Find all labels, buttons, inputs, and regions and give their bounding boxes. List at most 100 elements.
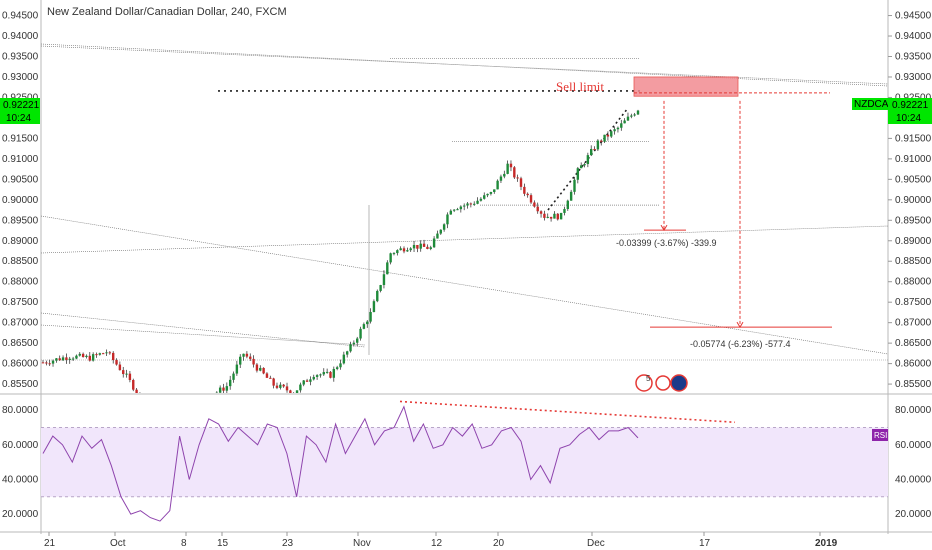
candle-body: [620, 123, 623, 128]
candle-body: [446, 214, 449, 225]
candle-body: [576, 168, 580, 180]
y-tick-label-left: 0.87000: [2, 318, 39, 329]
y-tick-label-right: 0.87000: [895, 318, 932, 329]
candle-body: [432, 238, 436, 248]
candle-body: [412, 244, 416, 249]
candle-body: [176, 403, 178, 404]
y-tick-label-left: 0.86500: [2, 338, 39, 349]
rsi-band: [41, 427, 888, 497]
x-tick-label: 2019: [815, 538, 838, 549]
candle-body: [623, 120, 626, 124]
candle-body: [533, 202, 536, 207]
y-tick-label-left: 0.88000: [2, 277, 39, 288]
candle-body: [409, 248, 412, 251]
candle-body: [626, 116, 630, 121]
candle-body: [389, 253, 392, 263]
candle-body: [376, 290, 379, 302]
candle-body: [128, 373, 132, 381]
x-tick-label: 17: [699, 538, 711, 549]
x-tick-label: Dec: [587, 538, 605, 549]
candle-body: [98, 353, 102, 355]
candle-body: [95, 354, 98, 356]
y-tick-label-right: 0.86500: [895, 338, 932, 349]
candle-body: [85, 355, 88, 358]
candle-body: [122, 370, 125, 375]
candle-body: [583, 164, 586, 166]
event-icon[interactable]: [635, 374, 653, 392]
candle-body: [593, 148, 596, 150]
rsi-tick-right: 60.0000: [895, 440, 932, 451]
candle-body: [426, 246, 429, 249]
sell-limit-label: Sell limit: [556, 79, 604, 94]
candle-body: [242, 353, 245, 357]
candle-body: [212, 396, 214, 399]
candle-body: [259, 367, 262, 371]
candle-body: [169, 405, 171, 409]
candle-body: [486, 193, 489, 196]
y-tick-label-left: 0.91000: [2, 154, 39, 165]
candle-body: [466, 203, 469, 206]
candle-body: [439, 229, 442, 234]
candle-body: [202, 399, 204, 400]
candle-body: [349, 344, 352, 352]
candle-body: [329, 371, 332, 378]
x-tick-label: 23: [282, 538, 294, 549]
sell-limit-zone: [633, 76, 739, 97]
candle-body: [269, 377, 272, 379]
candle-body: [586, 155, 590, 165]
candle-body: [513, 167, 516, 178]
candle-body: [573, 179, 576, 192]
candle-body: [48, 363, 51, 365]
y-tick-label-left: 0.87500: [2, 297, 39, 308]
candle-body: [199, 399, 201, 404]
trend-line: [41, 225, 888, 254]
candle-body: [539, 211, 543, 214]
rsi-tick-left: 40.0000: [2, 474, 39, 485]
candle-body: [206, 399, 208, 400]
current-time-left: 10:24: [6, 113, 31, 124]
y-tick-label-left: 0.86000: [2, 359, 39, 370]
candle-body: [196, 404, 198, 405]
candle-body: [155, 404, 157, 405]
x-axis: 21 Oct 8 15 23 Nov 12 20 Dec 17 2019: [44, 532, 838, 549]
event-icon[interactable]: [655, 375, 671, 391]
y-tick-label-left: 0.94500: [2, 11, 39, 22]
y-tick-label-right: 0.90500: [895, 174, 932, 185]
candle-body: [386, 262, 389, 275]
y-tick-label-left: 0.93000: [2, 72, 39, 83]
candle-body: [489, 191, 493, 194]
candle-body: [596, 140, 600, 150]
candle-body: [186, 404, 188, 405]
flag-icon[interactable]: [670, 374, 688, 392]
rsi-tick-left: 80.0000: [2, 405, 39, 416]
candle-body: [503, 173, 506, 177]
candle-body: [519, 178, 523, 187]
candle-body: [295, 390, 299, 393]
candle-body: [496, 180, 499, 190]
candle-body: [111, 352, 115, 361]
y-tick-label-right: 0.91000: [895, 154, 932, 165]
event-badges[interactable]: 5: [635, 374, 688, 392]
candle-body: [556, 213, 559, 220]
candle-body: [452, 209, 456, 211]
candle-body: [566, 200, 570, 209]
candle-body: [509, 163, 513, 168]
candle-body: [319, 374, 322, 376]
candle-body: [162, 407, 164, 411]
rsi-axis: 80.0000 80.0000 60.0000 60.0000 40.0000 40.00…: [2, 405, 932, 520]
candle-body: [41, 362, 45, 364]
y-tick-label-left: 0.93500: [2, 52, 39, 63]
candle-body: [342, 354, 346, 364]
candle-body: [172, 403, 174, 409]
candle-body: [299, 384, 302, 391]
candle-body: [222, 387, 225, 391]
candle-body: [255, 364, 259, 371]
x-tick-label: Oct: [110, 538, 126, 549]
candle-body: [209, 399, 211, 400]
price-badge-right: NZDCAD 0.92221 10:24: [852, 98, 932, 124]
candle-body: [142, 395, 144, 402]
candle-body: [335, 367, 339, 369]
x-tick-label: 21: [44, 538, 56, 549]
candle-body: [91, 354, 95, 361]
